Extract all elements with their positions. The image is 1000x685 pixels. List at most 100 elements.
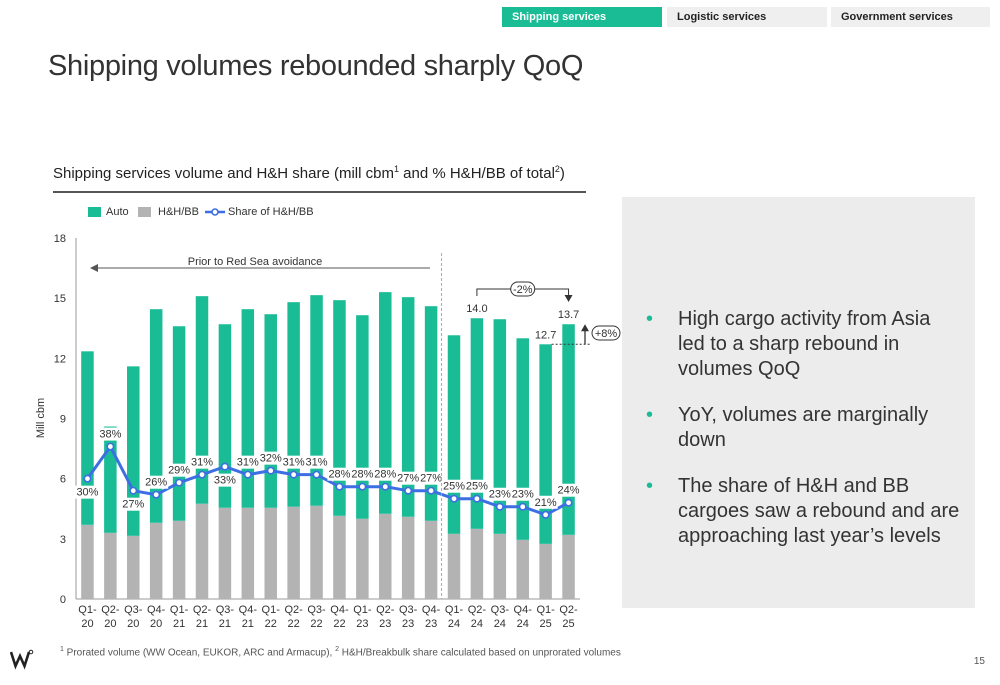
share-label: 38% xyxy=(99,429,121,441)
share-label: 28% xyxy=(374,469,396,481)
share-point xyxy=(312,470,321,479)
bar-hh xyxy=(424,520,438,599)
x-tick-label: Q2- xyxy=(376,604,395,616)
footnote-text1: Prorated volume (WW Ocean, EUKOR, ARC an… xyxy=(63,647,336,659)
takeaway-item: • High cargo activity from Asia led to a … xyxy=(646,307,961,382)
bar-auto xyxy=(493,319,507,534)
x-tick-label: Q4- xyxy=(330,604,349,616)
y-tick-label: 0 xyxy=(60,594,66,606)
x-tick-label: Q4- xyxy=(514,604,533,616)
takeaway-item: • The share of H&H and BB cargoes saw a r… xyxy=(646,474,961,549)
total-label: 12.7 xyxy=(535,329,556,341)
bullet-icon: • xyxy=(646,308,654,330)
x-tick-label: 25 xyxy=(562,618,574,630)
x-tick-label: Q1- xyxy=(262,604,281,616)
bar-hh xyxy=(127,535,140,599)
bar-auto xyxy=(470,318,484,529)
share-label: 33% xyxy=(214,475,236,487)
bar-hh xyxy=(241,507,255,599)
share-point xyxy=(495,502,504,511)
bar-auto xyxy=(401,297,415,517)
share-label-bg xyxy=(419,471,444,485)
legend-label-auto: Auto xyxy=(106,206,129,218)
share-point xyxy=(404,486,413,495)
tab-logistic-services[interactable]: Logistic services xyxy=(667,7,827,27)
bar-auto xyxy=(424,306,438,521)
share-label: 31% xyxy=(237,457,259,469)
share-label: 29% xyxy=(168,465,190,477)
bar-auto xyxy=(172,326,186,521)
bar-hh xyxy=(287,506,300,599)
bar-hh xyxy=(310,505,323,599)
share-label-bg xyxy=(167,463,192,477)
bar-hh xyxy=(264,507,277,599)
x-tick-label: Q3- xyxy=(307,604,326,616)
bar-auto xyxy=(379,292,392,514)
share-point xyxy=(175,478,184,487)
bar-hh xyxy=(493,533,507,599)
share-label-bg xyxy=(396,471,421,485)
yoy-badge xyxy=(510,281,536,297)
bar-auto xyxy=(195,296,209,504)
x-tick-label: Q1- xyxy=(536,604,555,616)
bar-hh xyxy=(470,528,484,599)
total-label: 14.0 xyxy=(466,303,487,315)
share-point xyxy=(266,466,275,475)
bar-hh xyxy=(539,543,552,599)
x-tick-label: Q1- xyxy=(353,604,372,616)
share-label-bg xyxy=(235,455,260,469)
total-label: 13.7 xyxy=(558,309,579,321)
share-label-bg xyxy=(442,479,466,493)
x-tick-label: 24 xyxy=(494,618,506,630)
legend-swatch-auto xyxy=(88,207,101,217)
bar-hh xyxy=(516,539,529,599)
share-label-bg xyxy=(350,467,375,481)
x-tick-label: Q3- xyxy=(491,604,510,616)
yoy-arrow-head xyxy=(564,295,573,302)
share-label: 32% xyxy=(260,453,282,465)
takeaway-text: The share of H&H and BB cargoes saw a re… xyxy=(678,475,960,547)
chart-title-end: ) xyxy=(559,165,565,182)
bar-auto xyxy=(81,351,94,525)
takeaway-item: • YoY, volumes are marginally down xyxy=(646,403,961,453)
bar-hh xyxy=(149,522,163,599)
y-axis-title: Mill cbm xyxy=(35,398,47,438)
x-tick-label: Q3- xyxy=(399,604,418,616)
chart-title-sup2: 2 xyxy=(554,164,560,174)
share-label-bg xyxy=(464,479,489,493)
share-label-bg xyxy=(212,473,237,487)
share-label-bg xyxy=(258,451,283,465)
qoq-label: +8% xyxy=(595,328,618,340)
share-label-bg xyxy=(98,427,123,441)
x-tick-label: 20 xyxy=(150,618,162,630)
share-point xyxy=(358,482,367,491)
x-tick-label: 24 xyxy=(517,618,529,630)
share-label-bg xyxy=(487,487,512,501)
share-point xyxy=(289,470,298,479)
takeaways-panel: • High cargo activity from Asia led to a … xyxy=(622,197,975,608)
legend-label-share: Share of H&H/BB xyxy=(228,206,314,218)
share-label-bg xyxy=(373,467,398,481)
page-title: Shipping volumes rebounded sharply QoQ xyxy=(48,50,584,82)
chart-title: Shipping services volume and H&H share (… xyxy=(53,164,565,182)
x-tick-label: 22 xyxy=(288,618,300,630)
page-number: 15 xyxy=(973,656,985,667)
tab-government-services[interactable]: Government services xyxy=(831,7,990,27)
share-label-bg xyxy=(556,483,581,497)
bar-auto xyxy=(264,314,277,508)
x-tick-label: 23 xyxy=(425,618,437,630)
x-tick-label: 21 xyxy=(173,618,185,630)
x-tick-label: 24 xyxy=(448,618,460,630)
takeaway-text: YoY, volumes are marginally down xyxy=(678,404,929,451)
x-tick-label: 21 xyxy=(242,618,254,630)
tab-shipping-services[interactable]: Shipping services xyxy=(502,7,662,27)
x-tick-label: Q4- xyxy=(147,604,166,616)
footnote-text2: H&H/Breakbulk share calculated based on … xyxy=(339,647,621,659)
bullet-icon: • xyxy=(646,475,654,497)
share-point xyxy=(152,490,161,499)
share-label: 28% xyxy=(351,469,373,481)
section-tabs: Shipping services Logistic services Gove… xyxy=(502,7,990,27)
qoq-arrow-head xyxy=(581,324,589,332)
takeaways-list: • High cargo activity from Asia led to a … xyxy=(646,307,961,570)
